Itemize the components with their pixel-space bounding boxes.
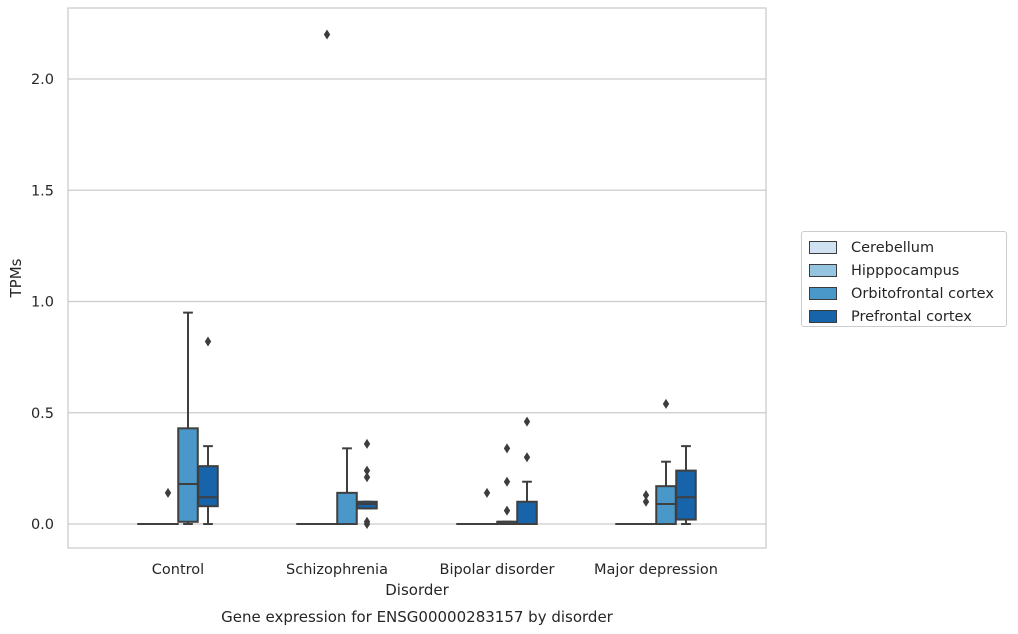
box-series <box>137 29 697 529</box>
box-3-1 <box>356 438 378 529</box>
outlier-point <box>642 490 650 501</box>
x-tick-label: Control <box>152 562 204 578</box>
box-1-1 <box>316 29 338 526</box>
y-axis-label: TPMs <box>7 258 25 298</box>
x-tick-label: Major depression <box>594 562 718 578</box>
outlier-point <box>363 516 371 527</box>
outlier-point <box>483 487 491 498</box>
box-body <box>197 465 219 508</box>
y-tick-label: 2.0 <box>31 72 54 88</box>
box-body <box>356 500 378 510</box>
box-2-0 <box>177 311 199 525</box>
legend: Cerebellum Hipppocampus Orbitofrontal cort… <box>801 231 1007 327</box>
outlier-point <box>164 487 172 498</box>
box-2-3 <box>655 398 677 525</box>
box-body <box>655 485 677 525</box>
outlier-point <box>204 336 212 347</box>
box-1-0 <box>157 487 179 526</box>
legend-label: Cerebellum <box>851 239 935 256</box>
box-3-0 <box>197 336 219 525</box>
outlier-point <box>662 398 670 409</box>
legend-label: Prefrontal cortex <box>851 308 972 325</box>
outlier-point <box>503 505 511 516</box>
outlier-point <box>642 496 650 507</box>
legend-swatch <box>809 310 837 323</box>
outlier-point <box>323 29 331 40</box>
y-tick-label: 0.5 <box>31 406 54 422</box>
legend-item: Orbitofrontal cortex <box>809 282 1006 305</box>
plot-background <box>68 8 766 548</box>
legend-swatch <box>809 287 837 300</box>
legend-item: Prefrontal cortex <box>809 305 1006 328</box>
legend-swatch <box>809 264 837 277</box>
outlier-point <box>523 452 531 463</box>
y-tick-label: 1.5 <box>31 183 54 199</box>
outlier-point <box>363 472 371 483</box>
legend-swatch <box>809 241 837 254</box>
x-tick-labels: Control Schizophrenia Bipolar disorder Majo… <box>152 562 718 578</box>
outlier-point <box>503 476 511 487</box>
box-3-3 <box>675 445 697 525</box>
box-body <box>177 427 199 523</box>
plot-frame <box>67 7 767 549</box>
outlier-point <box>503 443 511 454</box>
outlier-point <box>363 438 371 449</box>
legend-item: Cerebellum <box>809 236 1006 259</box>
y-tick-label: 1.0 <box>31 295 54 311</box>
x-axis-label: Disorder <box>385 581 449 599</box>
chart-title: Gene expression for ENSG00000283157 by d… <box>221 608 614 626</box>
box-3-2 <box>516 416 538 525</box>
legend-label: Orbitofrontal cortex <box>851 285 994 302</box>
outlier-point <box>523 416 531 427</box>
box-body <box>516 500 538 525</box>
legend-label: Hipppocampus <box>851 262 960 279</box>
box-body <box>675 469 697 521</box>
x-tick-label: Bipolar disorder <box>440 562 555 578</box>
legend-item: Hipppocampus <box>809 259 1006 282</box>
box-1-3 <box>635 490 657 526</box>
y-tick-label: 0.0 <box>31 517 54 533</box>
box-body <box>336 491 358 526</box>
y-tick-labels: 0.0 0.5 1.0 1.5 2.0 <box>31 72 54 533</box>
outlier-point <box>363 465 371 476</box>
x-tick-label: Schizophrenia <box>286 562 388 578</box>
